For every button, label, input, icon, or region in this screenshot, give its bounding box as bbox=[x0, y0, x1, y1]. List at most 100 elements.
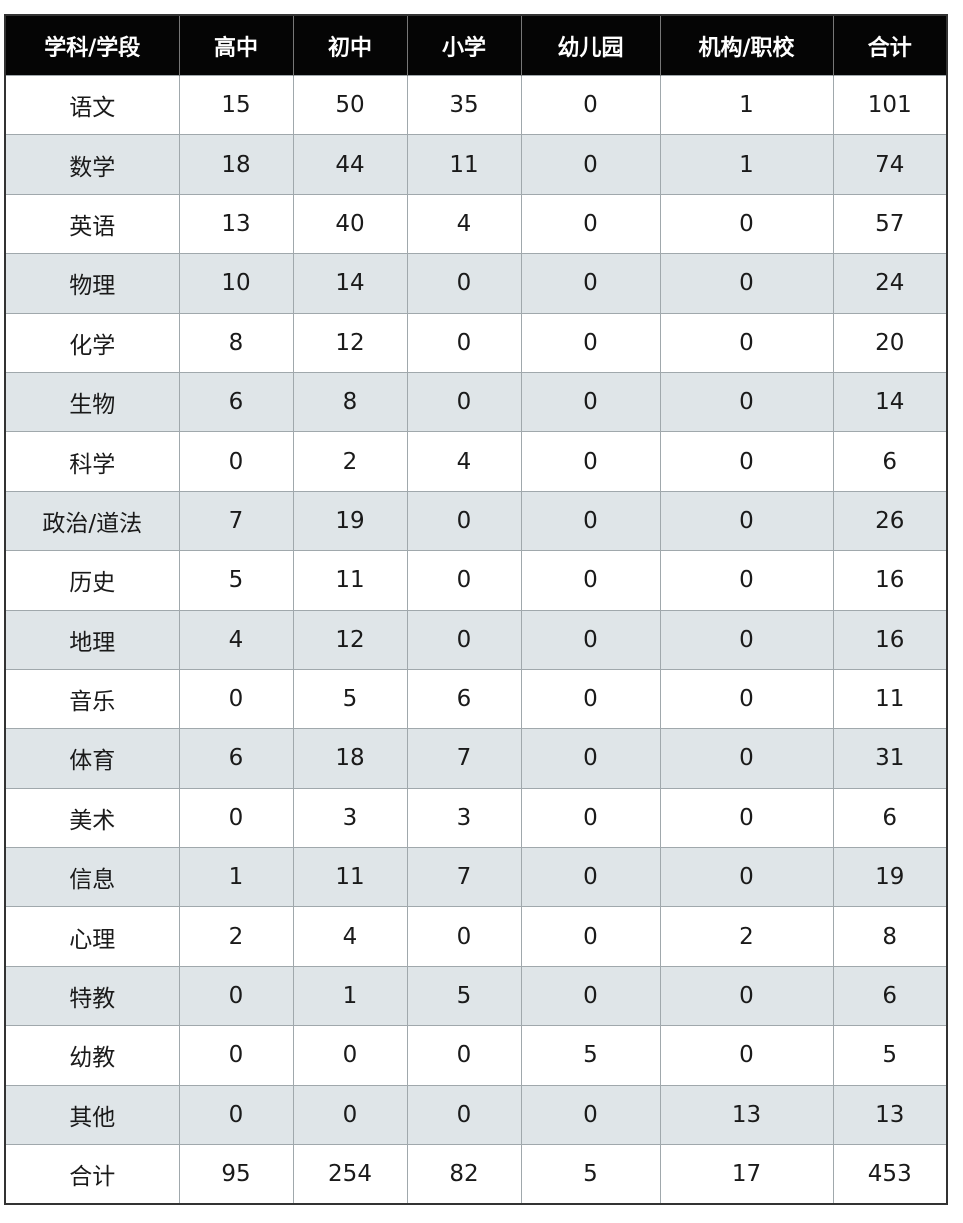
table-cell: 0 bbox=[659, 490, 834, 552]
table-cell: 11 bbox=[292, 847, 408, 908]
column-header: 幼儿园 bbox=[520, 15, 660, 76]
table-cell: 7 bbox=[406, 847, 522, 908]
column-header: 学科/学段 bbox=[5, 15, 179, 76]
table-cell: 0 bbox=[520, 609, 661, 670]
table-cell: 0 bbox=[659, 550, 834, 611]
table-cell: 0 bbox=[406, 550, 522, 611]
table-row: 心理 2 4 0 0 2 8 bbox=[4, 906, 948, 967]
table-cell: 0 bbox=[520, 134, 661, 195]
column-header: 小学 bbox=[406, 15, 521, 76]
table-cell: 0 bbox=[520, 550, 661, 611]
row-label: 语文 bbox=[4, 74, 180, 136]
table-cell: 0 bbox=[406, 253, 522, 314]
table-row: 化学 8 12 0 0 0 20 bbox=[4, 312, 948, 373]
table-row: 音乐 0 5 6 0 0 11 bbox=[4, 668, 948, 730]
table-cell: 40 bbox=[292, 193, 408, 255]
table-row: 英语 13 40 4 0 0 57 bbox=[4, 193, 948, 255]
column-header: 合计 bbox=[832, 15, 947, 76]
row-label: 合计 bbox=[4, 1144, 180, 1205]
table-cell: 13 bbox=[832, 1084, 948, 1146]
table-cell: 0 bbox=[659, 787, 834, 849]
table-cell: 50 bbox=[292, 74, 408, 136]
table-cell: 5 bbox=[520, 1144, 661, 1205]
table-cell: 0 bbox=[659, 431, 834, 492]
table-cell: 0 bbox=[520, 253, 661, 314]
table-cell: 0 bbox=[659, 965, 834, 1027]
table-cell: 13 bbox=[659, 1084, 834, 1146]
table-cell: 1 bbox=[659, 74, 834, 136]
table-cell: 82 bbox=[406, 1144, 522, 1205]
table-cell: 8 bbox=[832, 906, 948, 967]
table-cell: 0 bbox=[659, 312, 834, 373]
table-cell: 6 bbox=[406, 668, 522, 730]
table-cell: 0 bbox=[520, 74, 661, 136]
table-cell: 3 bbox=[406, 787, 522, 849]
header-row: 学科/学段 高中 初中 小学 幼儿园 机构/职校 合计 bbox=[5, 15, 947, 76]
table-cell: 2 bbox=[178, 906, 294, 967]
column-header: 初中 bbox=[292, 15, 407, 76]
table-cell: 0 bbox=[292, 1025, 408, 1086]
table-cell: 13 bbox=[178, 193, 294, 255]
table-cell: 6 bbox=[832, 431, 948, 492]
table-cell: 0 bbox=[406, 371, 522, 433]
table-row: 政治/道法 7 19 0 0 0 26 bbox=[4, 490, 948, 552]
table-cell: 2 bbox=[659, 906, 834, 967]
table-row: 特教 0 1 5 0 0 6 bbox=[4, 965, 948, 1027]
table-cell: 14 bbox=[292, 253, 408, 314]
column-header: 高中 bbox=[178, 15, 293, 76]
table-cell: 5 bbox=[406, 965, 522, 1027]
table-cell: 0 bbox=[406, 490, 522, 552]
table-cell: 10 bbox=[178, 253, 294, 314]
table-cell: 8 bbox=[178, 312, 294, 373]
row-label: 历史 bbox=[4, 550, 180, 611]
table-cell: 1 bbox=[178, 847, 294, 908]
table-cell: 0 bbox=[520, 965, 661, 1027]
table-cell: 0 bbox=[178, 965, 294, 1027]
table-cell: 14 bbox=[832, 371, 948, 433]
table-cell: 18 bbox=[292, 728, 408, 789]
table-row: 信息 1 11 7 0 0 19 bbox=[4, 847, 948, 908]
table-cell: 17 bbox=[659, 1144, 834, 1205]
table-cell: 15 bbox=[178, 74, 294, 136]
row-label: 英语 bbox=[4, 193, 180, 255]
table-cell: 20 bbox=[832, 312, 948, 373]
table-cell: 8 bbox=[292, 371, 408, 433]
table-cell: 0 bbox=[406, 609, 522, 670]
table-row: 语文 15 50 35 0 1 101 bbox=[4, 74, 948, 136]
row-label: 政治/道法 bbox=[4, 490, 180, 552]
table-cell: 0 bbox=[406, 906, 522, 967]
table-cell: 6 bbox=[178, 728, 294, 789]
table-cell: 16 bbox=[832, 550, 948, 611]
table-cell: 0 bbox=[659, 253, 834, 314]
table-cell: 0 bbox=[659, 193, 834, 255]
table-row: 历史 5 11 0 0 0 16 bbox=[4, 550, 948, 611]
table-cell: 0 bbox=[659, 668, 834, 730]
table-row: 其他 0 0 0 0 13 13 bbox=[4, 1084, 948, 1146]
table-cell: 0 bbox=[659, 847, 834, 908]
table-cell: 5 bbox=[520, 1025, 661, 1086]
table-cell: 18 bbox=[178, 134, 294, 195]
table-cell: 5 bbox=[178, 550, 294, 611]
row-label: 幼教 bbox=[4, 1025, 180, 1086]
table-cell: 6 bbox=[832, 965, 948, 1027]
row-label: 数学 bbox=[4, 134, 180, 195]
row-label: 心理 bbox=[4, 906, 180, 967]
table-cell: 12 bbox=[292, 609, 408, 670]
table-cell: 0 bbox=[520, 787, 661, 849]
table-cell: 24 bbox=[832, 253, 948, 314]
table-cell: 5 bbox=[832, 1025, 948, 1086]
table-cell: 11 bbox=[832, 668, 948, 730]
table-cell: 0 bbox=[406, 312, 522, 373]
table-cell: 101 bbox=[832, 74, 948, 136]
table-cell: 0 bbox=[659, 609, 834, 670]
table-cell: 44 bbox=[292, 134, 408, 195]
row-label: 生物 bbox=[4, 371, 180, 433]
table-cell: 0 bbox=[520, 193, 661, 255]
table-cell: 0 bbox=[406, 1084, 522, 1146]
table-cell: 35 bbox=[406, 74, 522, 136]
table-cell: 19 bbox=[292, 490, 408, 552]
table-cell: 0 bbox=[406, 1025, 522, 1086]
table-row: 体育 6 18 7 0 0 31 bbox=[4, 728, 948, 789]
table-cell: 0 bbox=[178, 1025, 294, 1086]
table-cell: 0 bbox=[178, 668, 294, 730]
